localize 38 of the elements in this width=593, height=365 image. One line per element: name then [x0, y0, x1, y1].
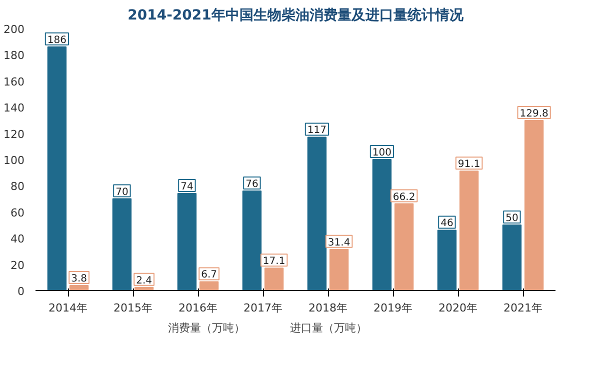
data-label: 50 — [506, 213, 518, 224]
y-tick-label: 200 — [4, 23, 25, 36]
data-label: 186 — [47, 34, 66, 46]
text: 消费量（万吨） — [168, 320, 245, 336]
y-tick-label: 180 — [4, 49, 25, 62]
data-label: 76 — [246, 178, 258, 190]
data-label: 117 — [307, 125, 326, 136]
y-tick-label: 20 — [10, 258, 25, 272]
data-label: 66.2 — [392, 192, 416, 203]
y-tick-label: 0 — [18, 285, 24, 298]
x-tick-label: 2020年 — [438, 302, 478, 314]
y-tick-label: 40 — [10, 232, 25, 246]
x-tick-label: 2018年 — [308, 302, 348, 314]
x-tick-label: 2019年 — [374, 302, 413, 314]
y-tick-label: 60 — [10, 206, 25, 220]
data-label: 17.1 — [262, 256, 286, 268]
y-tick-label: 120 — [4, 128, 25, 141]
x-tick-label: 2016年 — [178, 302, 218, 314]
text: 进口量（万吨） — [290, 320, 367, 336]
y-tick-label: 100 — [4, 154, 25, 167]
x-tick-label: 2015年 — [114, 302, 153, 314]
y-tick-label: 80 — [10, 180, 25, 194]
data-label: 6.7 — [201, 270, 218, 281]
data-label: 31.4 — [328, 237, 350, 248]
data-label: 91.1 — [458, 159, 480, 170]
data-label: 74 — [180, 182, 194, 193]
data-label: 2.4 — [136, 275, 152, 286]
x-tick-label: 2014年 — [48, 302, 88, 314]
data-label: 100 — [372, 148, 392, 158]
chart-title: 2014-2021年中国生物柴油消费量及进口量统计情况 — [128, 6, 464, 24]
data-label: 70 — [116, 186, 128, 198]
data-label: 129.8 — [520, 108, 548, 120]
data-label: 46 — [440, 218, 454, 230]
x-tick-label: 2017年 — [244, 302, 283, 314]
y-tick-label: 140 — [4, 102, 25, 115]
x-tick-label: 2021年 — [504, 302, 543, 314]
y-tick-label: 160 — [4, 75, 25, 88]
data-label: 3.8 — [71, 274, 88, 285]
